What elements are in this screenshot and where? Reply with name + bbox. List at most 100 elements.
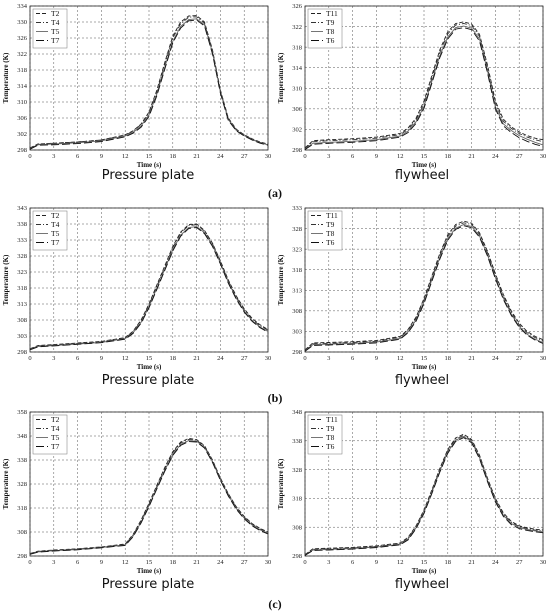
- chart-svg: 0 3 6 9 12 15 18 21 24 27 30 298 308 318 328 338 348 358 T…: [2, 409, 271, 575]
- plot-frame: [29, 207, 269, 353]
- y-tick-label: 298: [17, 147, 27, 154]
- chart-caption: flywheel: [394, 577, 450, 592]
- y-tick-label: 330: [17, 19, 27, 26]
- y-tick-label: 310: [17, 99, 27, 106]
- y-tick-label: 333: [292, 205, 302, 212]
- x-tick-label: 15: [146, 153, 153, 160]
- x-tick-label: 18: [170, 153, 177, 160]
- y-tick-label: 328: [292, 226, 302, 233]
- legend-label: T5: [51, 27, 60, 36]
- x-tick-label: 24: [217, 153, 224, 160]
- x-tick-label: 24: [492, 153, 499, 160]
- y-tick-label: 313: [292, 287, 302, 294]
- y-tick-label: 323: [17, 269, 27, 276]
- y-tick-label: 318: [17, 505, 27, 512]
- row-label-c: (c): [268, 597, 282, 611]
- series-line-t11: [304, 220, 544, 351]
- x-tick-label: 12: [122, 355, 129, 362]
- series-line-t4: [29, 224, 269, 350]
- legend-label: T11: [326, 415, 338, 424]
- series-line-t4: [29, 438, 269, 555]
- x-tick-label: 21: [193, 355, 200, 362]
- legend-box: [307, 210, 343, 251]
- y-tick-label: 303: [292, 329, 302, 336]
- legend-box: [307, 8, 343, 49]
- x-tick-label: 12: [397, 559, 404, 566]
- y-tick-label: 308: [17, 529, 27, 536]
- plot-frame: [304, 5, 544, 151]
- x-axis-label: Time (s): [137, 161, 162, 169]
- x-tick-label: 18: [170, 559, 177, 566]
- y-tick-label: 348: [17, 433, 27, 440]
- x-tick-label: 9: [100, 559, 103, 566]
- row-label-b: (b): [267, 391, 283, 405]
- y-tick-label: 348: [292, 409, 302, 416]
- legend-label: T7: [51, 36, 60, 45]
- x-tick-label: 0: [303, 559, 306, 566]
- legend-label: T9: [326, 424, 335, 433]
- legend-label: T6: [326, 442, 335, 451]
- x-tick-label: 9: [100, 153, 103, 160]
- x-tick-label: 27: [516, 559, 523, 566]
- y-tick-label: 306: [292, 106, 303, 113]
- y-tick-label: 303: [17, 333, 27, 340]
- chart-svg: 0 3 6 9 12 15 18 21 24 27 30 298 303 308 313 318 323 328 3…: [277, 205, 546, 371]
- x-tick-label: 6: [76, 355, 80, 362]
- x-axis-label: Time (s): [412, 161, 437, 169]
- row-label-a: (a): [268, 186, 282, 200]
- y-tick-label: 322: [17, 51, 27, 58]
- y-tick-label: 328: [292, 467, 302, 474]
- y-tick-label: 343: [17, 205, 27, 212]
- x-tick-label: 27: [241, 153, 248, 160]
- x-tick-label: 3: [327, 355, 330, 362]
- chart-a-flywheel: 0 3 6 9 12 15 18 21 24 27 30 298 302 306 310 314 318 322 3…: [275, 0, 550, 190]
- y-tick-label: 314: [292, 65, 303, 72]
- chart-c-flywheel: 0 3 6 9 12 15 18 21 24 27 30 298 308 318 328 338 348 Time…: [275, 406, 550, 596]
- x-tick-label: 12: [122, 559, 129, 566]
- legend-label: T4: [51, 18, 60, 27]
- plot-frame: [29, 411, 269, 557]
- y-tick-label: 302: [292, 127, 302, 134]
- x-tick-label: 27: [516, 355, 523, 362]
- y-tick-label: 318: [292, 496, 302, 503]
- x-tick-label: 30: [540, 153, 547, 160]
- x-tick-label: 12: [122, 153, 129, 160]
- x-tick-label: 0: [28, 559, 31, 566]
- x-axis-label: Time (s): [137, 363, 162, 371]
- x-tick-label: 3: [52, 559, 55, 566]
- x-axis-label: Time (s): [412, 567, 437, 575]
- y-tick-label: 310: [292, 85, 302, 92]
- y-tick-label: 338: [17, 221, 27, 228]
- legend-label: T4: [51, 424, 60, 433]
- x-tick-label: 18: [445, 355, 452, 362]
- y-tick-label: 308: [292, 524, 302, 531]
- chart-svg: 0 3 6 9 12 15 18 21 24 27 30 298 302 306 310 314 318 322 3…: [2, 3, 271, 169]
- plot-frame: [29, 5, 269, 151]
- chart-b-flywheel: 0 3 6 9 12 15 18 21 24 27 30 298 303 308 313 318 323 328 3…: [275, 202, 550, 392]
- chart-b-pressure-plate: 0 3 6 9 12 15 18 21 24 27 30 298 303 308 313 318 323 328 3…: [0, 202, 275, 392]
- y-tick-label: 298: [292, 349, 302, 356]
- x-tick-label: 9: [100, 355, 103, 362]
- legend-label: T2: [51, 9, 60, 18]
- y-tick-label: 318: [292, 267, 302, 274]
- x-tick-label: 3: [52, 153, 55, 160]
- y-tick-label: 318: [17, 67, 27, 74]
- legend-label: T5: [51, 229, 60, 238]
- y-tick-label: 313: [17, 301, 27, 308]
- x-tick-label: 0: [28, 355, 31, 362]
- series-line-t9: [304, 23, 544, 149]
- legend-label: T8: [326, 27, 335, 36]
- y-axis-label: Temperature (K): [2, 254, 10, 305]
- plot-frame: [304, 411, 544, 557]
- chart-c-pressure-plate: 0 3 6 9 12 15 18 21 24 27 30 298 308 318 328 338 348 358 T…: [0, 406, 275, 596]
- x-axis-label: Time (s): [137, 567, 162, 575]
- y-tick-label: 326: [292, 3, 303, 10]
- series-line-t8: [304, 435, 544, 556]
- x-tick-label: 18: [445, 559, 452, 566]
- series-line-t6: [304, 27, 544, 150]
- x-tick-label: 12: [397, 153, 404, 160]
